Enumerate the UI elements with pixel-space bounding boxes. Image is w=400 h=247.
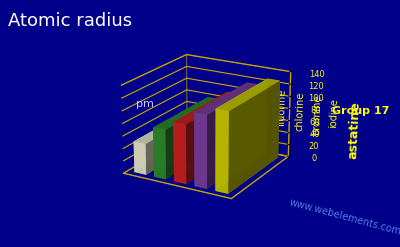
- Text: www.webelements.com: www.webelements.com: [288, 197, 400, 237]
- Text: Atomic radius: Atomic radius: [8, 12, 132, 30]
